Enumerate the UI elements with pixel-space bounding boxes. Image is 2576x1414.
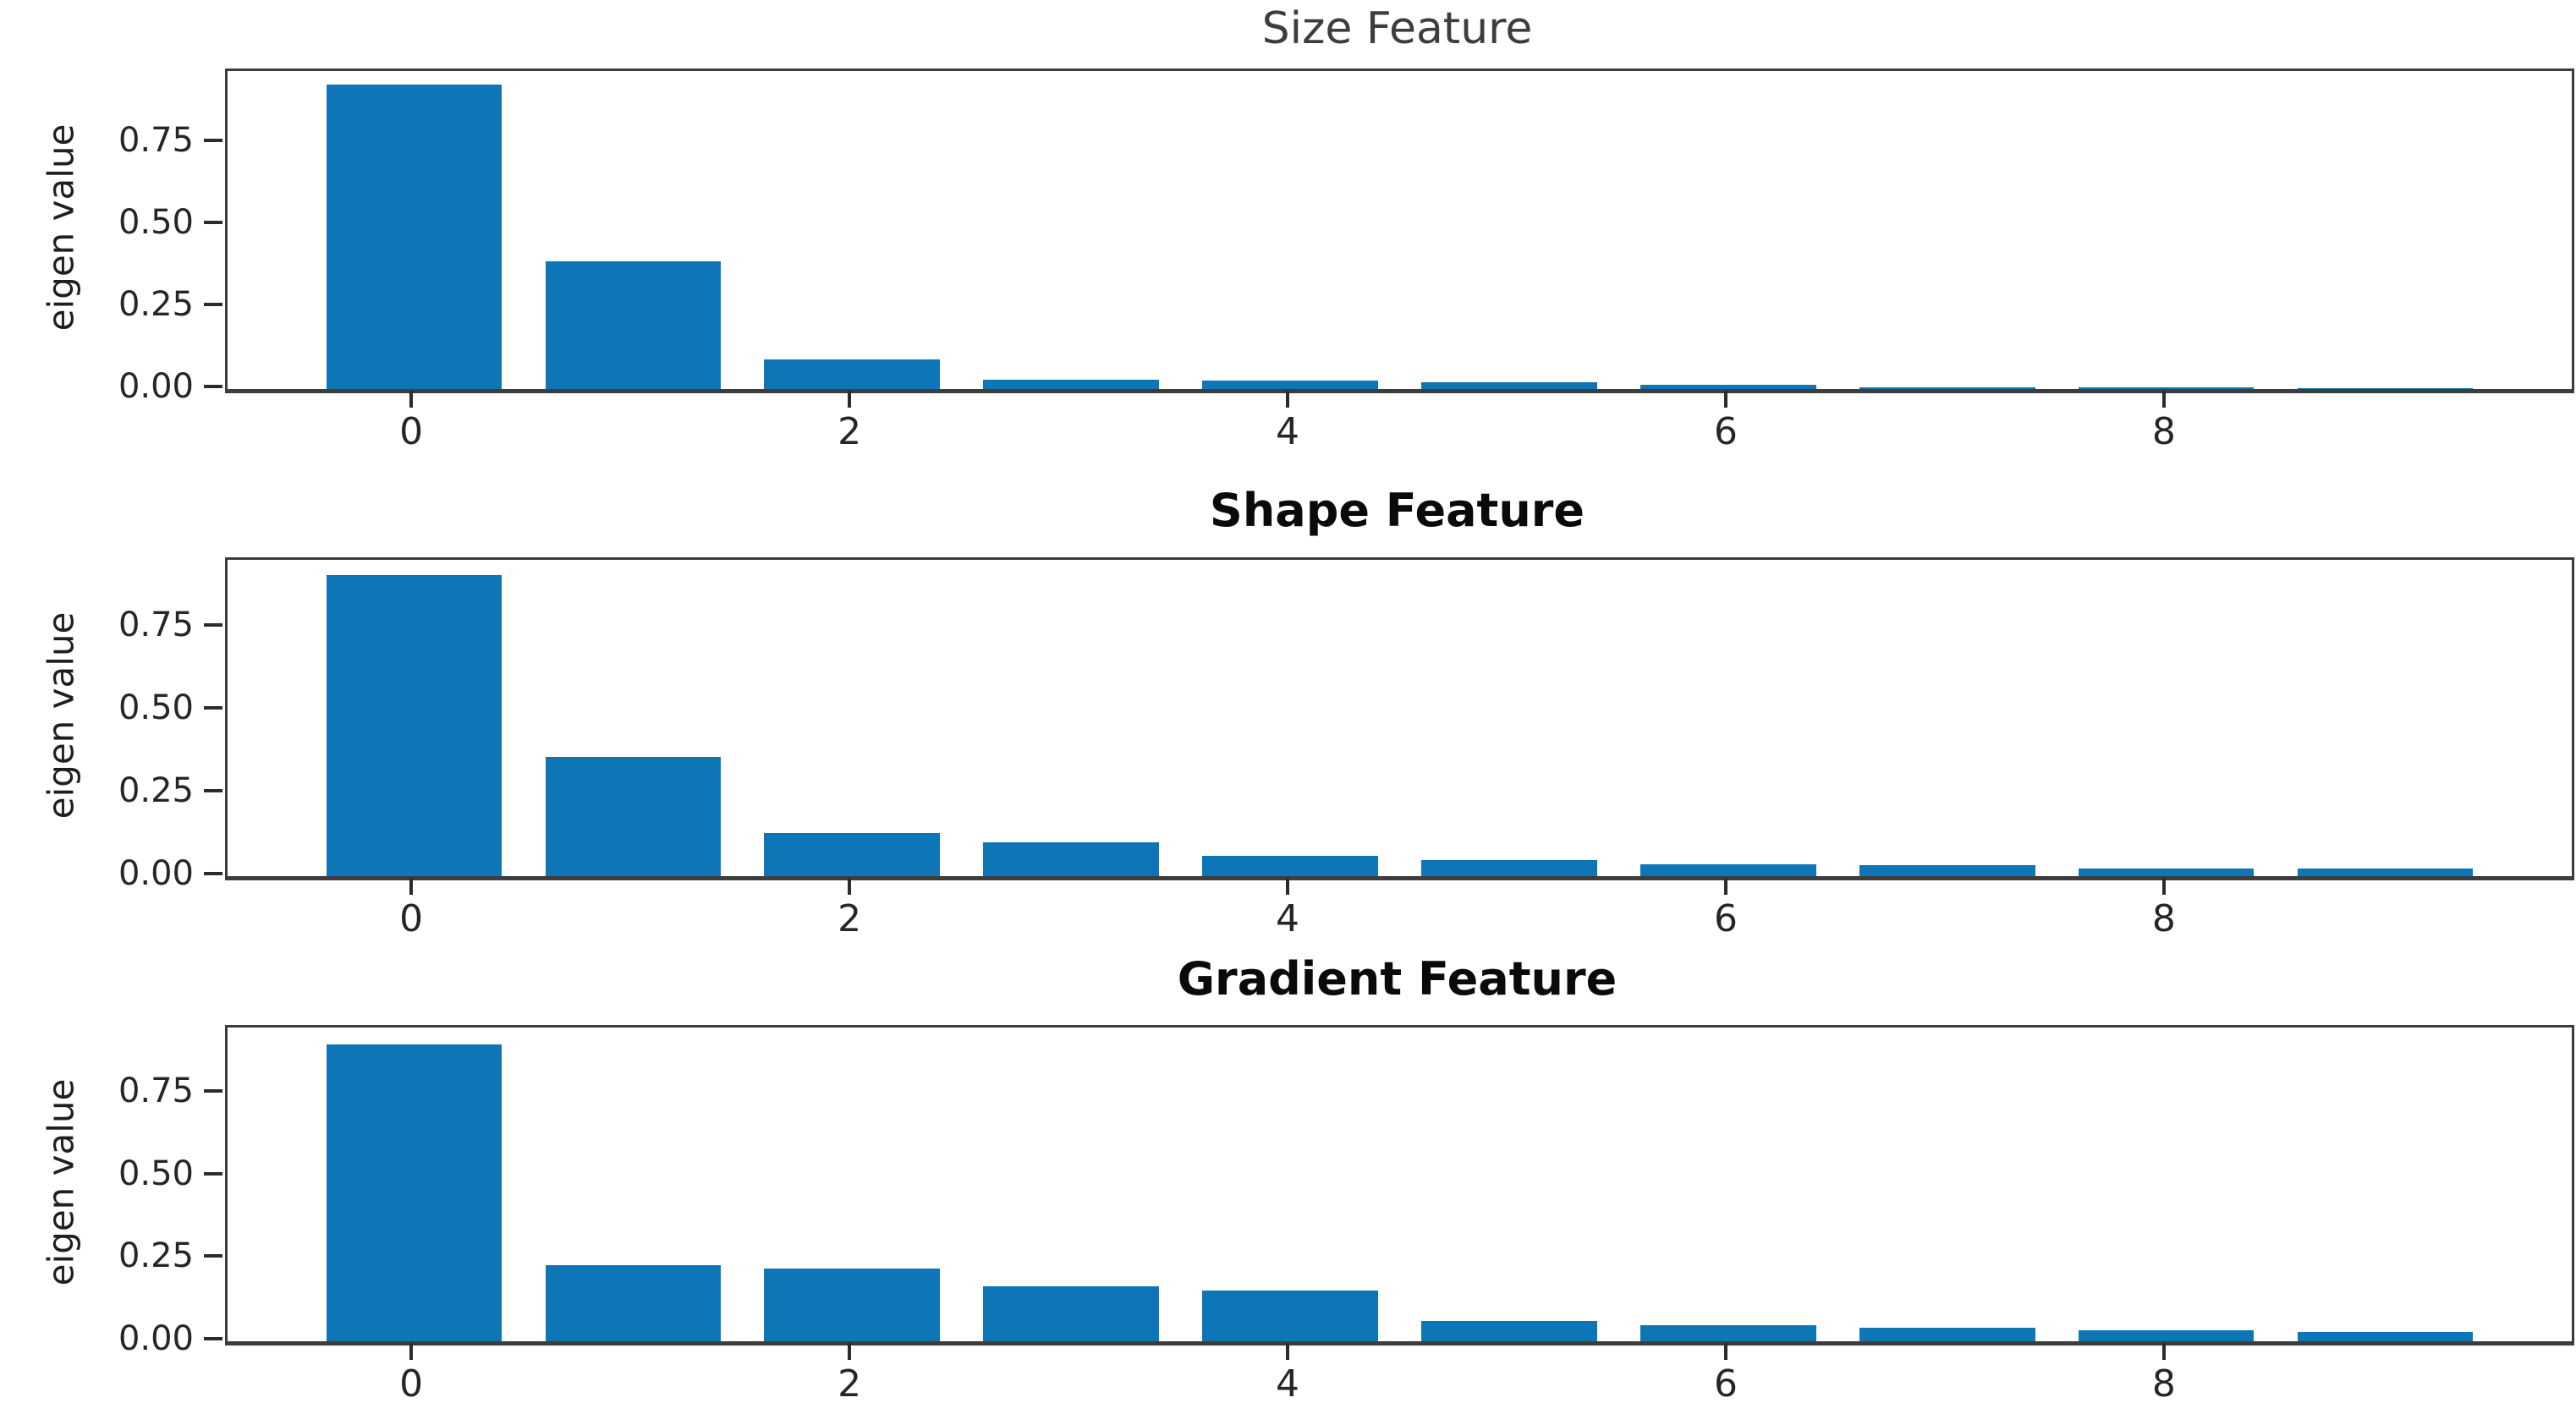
x-tick-mark — [2161, 1343, 2166, 1360]
bar-gradient-feature-9 — [2298, 1332, 2474, 1341]
y-tick-label: 0.75 — [118, 1071, 194, 1111]
y-tick-label: 0.75 — [118, 121, 194, 161]
y-axis-label: eigen value — [40, 1078, 82, 1285]
y-tick-mark — [204, 303, 222, 307]
x-tick-mark — [848, 878, 852, 895]
y-tick-label: 0.00 — [118, 1319, 194, 1358]
bar-size-feature-0 — [326, 84, 502, 389]
bar-gradient-feature-8 — [2079, 1329, 2255, 1341]
x-tick-label: 0 — [399, 1362, 424, 1406]
y-tick-mark — [204, 872, 222, 875]
x-tick-mark — [1723, 878, 1727, 895]
y-tick-mark — [204, 221, 222, 225]
x-tick-label: 2 — [838, 410, 862, 453]
y-tick-mark — [204, 1171, 222, 1176]
bar-size-feature-3 — [983, 380, 1159, 389]
x-tick-label: 2 — [838, 1362, 862, 1406]
y-tick-mark — [204, 1337, 222, 1340]
bar-size-feature-6 — [1640, 384, 1816, 389]
bar-gradient-feature-3 — [983, 1286, 1159, 1341]
x-tick-label: 6 — [1713, 897, 1738, 940]
bar-gradient-feature-6 — [1640, 1324, 1816, 1341]
x-tick-label: 6 — [1713, 410, 1738, 453]
bar-gradient-feature-1 — [545, 1265, 721, 1341]
bar-size-feature-5 — [1421, 381, 1597, 389]
bar-shape-feature-5 — [1421, 860, 1597, 876]
x-tick-mark — [1723, 391, 1727, 408]
y-tick-label: 0.25 — [118, 771, 194, 811]
x-tick-label: 0 — [399, 410, 424, 453]
y-tick-mark — [204, 1254, 222, 1258]
y-tick-label: 0.00 — [118, 367, 194, 406]
x-tick-mark — [2161, 391, 2166, 408]
bar-shape-feature-3 — [983, 842, 1159, 876]
x-tick-mark — [848, 391, 852, 408]
chart-title-size-feature: Size Feature — [1261, 3, 1533, 54]
y-tick-mark — [204, 1089, 222, 1093]
bar-gradient-feature-4 — [1202, 1291, 1378, 1341]
y-tick-label: 0.50 — [118, 688, 194, 728]
x-tick-label: 4 — [1276, 897, 1299, 940]
plot-area-size-feature — [225, 69, 2574, 393]
bar-size-feature-8 — [2079, 387, 2255, 389]
x-tick-label: 8 — [2151, 1362, 2176, 1406]
x-tick-mark — [1723, 1343, 1727, 1360]
chart-title-shape-feature: Shape Feature — [1209, 484, 1585, 537]
x-tick-mark — [2161, 878, 2166, 895]
bar-shape-feature-2 — [764, 833, 940, 876]
x-tick-label: 0 — [399, 897, 424, 940]
bar-shape-feature-8 — [2079, 869, 2255, 876]
x-tick-mark — [409, 878, 414, 895]
y-tick-label: 0.50 — [118, 203, 194, 243]
bar-size-feature-1 — [545, 260, 721, 389]
bar-size-feature-7 — [1859, 387, 2035, 389]
bar-shape-feature-7 — [1859, 865, 2035, 876]
x-tick-label: 4 — [1276, 410, 1299, 453]
y-tick-label: 0.25 — [118, 1236, 194, 1276]
y-axis-label: eigen value — [40, 611, 82, 819]
bar-shape-feature-0 — [326, 574, 502, 876]
x-tick-mark — [848, 1343, 852, 1360]
bar-shape-feature-9 — [2298, 869, 2474, 876]
chart-title-gradient-feature: Gradient Feature — [1177, 952, 1618, 1006]
y-tick-mark — [204, 706, 222, 710]
y-tick-label: 0.25 — [118, 285, 194, 325]
x-tick-label: 4 — [1276, 1362, 1299, 1406]
plot-area-gradient-feature — [225, 1025, 2574, 1345]
y-tick-mark — [204, 623, 222, 628]
bar-gradient-feature-2 — [764, 1269, 940, 1341]
bar-size-feature-4 — [1202, 380, 1378, 389]
y-tick-mark — [204, 789, 222, 793]
y-tick-label: 0.75 — [118, 606, 194, 645]
bar-shape-feature-1 — [545, 757, 721, 876]
x-tick-label: 2 — [838, 897, 862, 940]
y-axis-label: eigen value — [40, 123, 82, 332]
y-tick-mark — [204, 385, 222, 388]
bar-gradient-feature-7 — [1859, 1328, 2035, 1341]
x-tick-mark — [1286, 391, 1289, 408]
x-tick-mark — [1286, 878, 1289, 895]
y-tick-mark — [204, 139, 222, 143]
y-tick-label: 0.00 — [118, 854, 194, 893]
bar-gradient-feature-0 — [326, 1044, 502, 1341]
x-tick-mark — [1286, 1343, 1289, 1360]
bar-gradient-feature-5 — [1421, 1321, 1597, 1341]
x-tick-mark — [409, 391, 414, 408]
x-tick-label: 8 — [2151, 897, 2176, 940]
bar-shape-feature-6 — [1640, 863, 1816, 876]
bar-size-feature-2 — [764, 359, 940, 389]
y-tick-label: 0.50 — [118, 1154, 194, 1193]
bar-shape-feature-4 — [1202, 855, 1378, 876]
bar-size-feature-9 — [2298, 387, 2474, 389]
x-tick-label: 8 — [2151, 410, 2176, 453]
x-tick-label: 6 — [1713, 1362, 1738, 1406]
x-tick-mark — [409, 1343, 414, 1360]
plot-area-shape-feature — [225, 557, 2574, 880]
